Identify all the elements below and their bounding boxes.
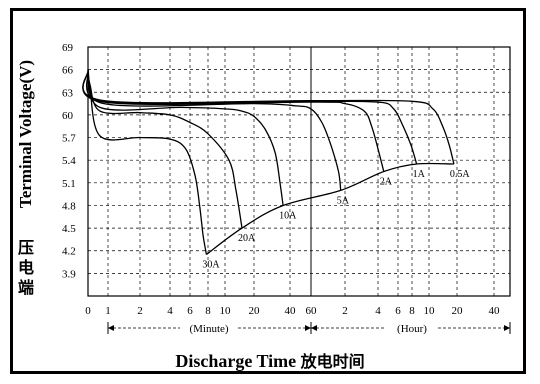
x-axis-label-en: Discharge Time	[175, 351, 297, 371]
x-tick-label: 60	[306, 305, 318, 317]
y-axis-label-group: Terminal Voltage(V) 压电端	[9, 38, 43, 336]
y-axis-label-cjk-char: 端	[17, 278, 34, 297]
x-tick-label: 4	[167, 305, 173, 317]
y-axis-label-cjk-char: 电	[17, 258, 34, 277]
y-tick-label: 3.9	[62, 268, 76, 280]
x-tick-label: 6	[187, 305, 193, 317]
y-tick-label: 66	[62, 65, 74, 77]
y-tick-label: 5.1	[62, 178, 76, 190]
discharge-curve-2A	[82, 69, 385, 172]
x-tick-label: 4	[375, 305, 381, 317]
x-tick-label: 2	[342, 305, 348, 317]
minute-bracket-right-arrow	[305, 325, 311, 331]
x-tick-label: 2	[137, 305, 143, 317]
y-tick-label: 4.2	[62, 246, 76, 258]
y-tick-label: 69	[62, 42, 74, 54]
discharge-curve-1A	[82, 69, 418, 165]
discharge-curve-10A	[87, 69, 284, 206]
chart-frame	[10, 8, 526, 374]
plot-area-border	[87, 46, 511, 297]
x-tick-label: 6	[395, 305, 401, 317]
x-tick-label: 1	[105, 305, 111, 317]
hour-bracket-right-arrow	[504, 325, 510, 331]
x-tick-label: 20	[249, 305, 261, 317]
y-tick-label: 5.7	[62, 133, 76, 145]
curve-label-5A: 5A	[337, 195, 350, 206]
discharge-curve-5A	[85, 69, 342, 191]
curve-label-0p5A: 0.5A	[450, 169, 471, 180]
curve-label-2A: 2A	[380, 177, 393, 188]
x-tick-label: 8	[205, 305, 211, 317]
x-tick-label: 40	[285, 305, 297, 317]
curve-label-30A: 30A	[202, 260, 220, 271]
x-tick-label: 10	[220, 305, 232, 317]
x-tick-label: 20	[452, 305, 464, 317]
discharge-curve-30A	[87, 69, 208, 255]
y-tick-label: 5.4	[62, 155, 76, 167]
hour-bracket-left-arrow	[311, 325, 317, 331]
y-tick-label: 63	[62, 87, 74, 99]
y-tick-label: 4.8	[62, 200, 76, 212]
hour-unit-label: (Hour)	[397, 323, 427, 335]
x-tick-label: 8	[409, 305, 415, 317]
y-tick-label: 60	[62, 110, 74, 122]
y-axis-label-cjk: 压电端	[15, 238, 37, 298]
curve-label-10A: 10A	[279, 210, 297, 221]
x-axis-label-cjk: 放电时间	[300, 352, 365, 371]
y-tick-label: 4.5	[62, 223, 76, 235]
y-axis-label: Terminal Voltage(V)	[16, 59, 35, 209]
x-axis-label: Discharge Time 放电时间	[0, 348, 540, 372]
minute-unit-label: (Minute)	[189, 323, 228, 335]
x-tick-label: 10	[424, 305, 436, 317]
x-tick-label: 0	[85, 305, 91, 317]
curve-label-20A: 20A	[238, 233, 256, 244]
x-tick-label: 40	[489, 305, 501, 317]
discharge-curve-0p5A	[82, 69, 455, 165]
discharge-curve-20A	[87, 69, 243, 229]
y-axis-label-cjk-char: 压	[17, 238, 34, 257]
curve-label-1A: 1A	[413, 169, 426, 180]
minute-bracket-left-arrow	[108, 325, 114, 331]
end-voltage-curve	[206, 162, 454, 256]
